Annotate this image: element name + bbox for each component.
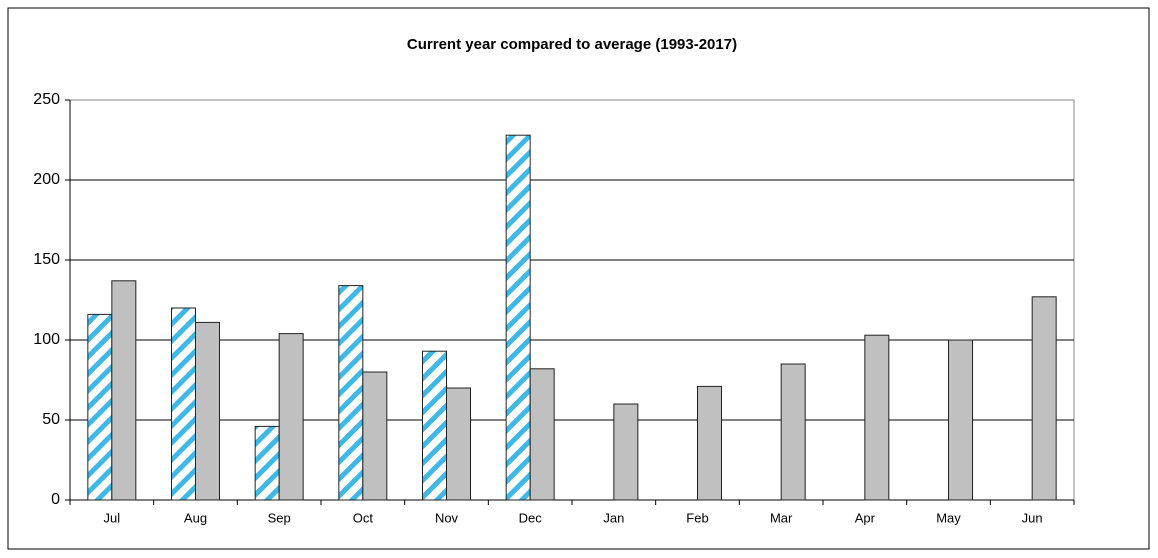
x-tick-label: Jul	[104, 510, 121, 525]
bar	[529, 368, 555, 501]
y-tick-label: 150	[33, 251, 60, 268]
bar	[111, 280, 137, 501]
bar	[948, 339, 973, 501]
bar	[505, 134, 531, 501]
y-tick-label: 250	[33, 91, 60, 108]
bar	[87, 313, 113, 501]
bar	[697, 385, 722, 501]
x-tick-label: May	[936, 510, 961, 525]
x-tick-label: Oct	[353, 510, 374, 525]
bar	[1031, 296, 1057, 501]
x-tick-label: Feb	[686, 510, 708, 525]
x-tick-label: Sep	[268, 510, 291, 525]
x-tick-label: Nov	[435, 510, 459, 525]
x-tick-label: Dec	[519, 510, 543, 525]
y-tick-label: 50	[42, 411, 60, 428]
x-tick-label: Jan	[603, 510, 624, 525]
bar	[780, 363, 806, 501]
y-tick-label: 0	[51, 491, 60, 508]
bar	[338, 285, 364, 501]
y-tick-label: 200	[33, 171, 60, 188]
bar	[422, 350, 447, 501]
x-tick-label: Apr	[855, 510, 876, 525]
bar	[254, 425, 280, 501]
bar	[195, 321, 220, 501]
x-tick-label: Aug	[184, 510, 207, 525]
bar	[446, 387, 471, 501]
x-tick-label: Jun	[1022, 510, 1043, 525]
x-tick-label: Mar	[770, 510, 793, 525]
chart-title: Current year compared to average (1993-2…	[407, 36, 737, 53]
bar	[278, 333, 304, 501]
bar	[171, 307, 196, 501]
bar	[362, 371, 388, 501]
y-tick-label: 100	[33, 331, 60, 348]
bar	[864, 334, 890, 501]
bar	[613, 403, 639, 501]
